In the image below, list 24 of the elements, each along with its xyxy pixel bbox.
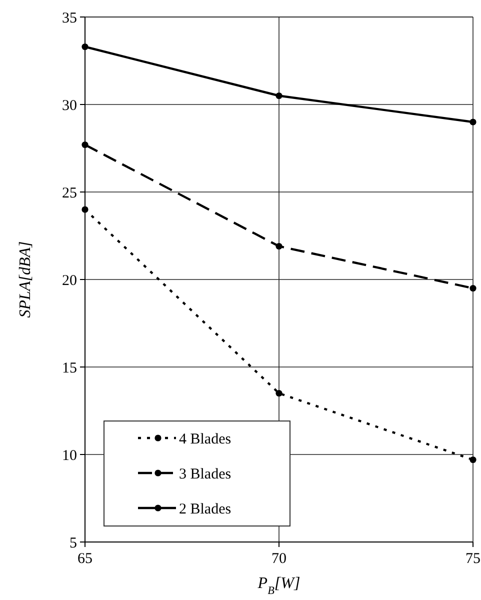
point (82, 43, 88, 50)
point (470, 456, 476, 464)
x-axis-title: P$_{B}$[W] (256, 575, 300, 597)
y-tick-label: 10 (62, 448, 77, 464)
y-tick-label: 35 (62, 10, 77, 26)
y-tick-label: 5 (70, 535, 77, 552)
point (82, 141, 88, 148)
point (276, 390, 282, 397)
y-tick-label: 25 (62, 185, 77, 202)
y-tick-label: 20 (62, 272, 77, 289)
legend-label: 4 Blades (179, 431, 232, 448)
y-axis-title: SPLA[dBA] (17, 241, 34, 318)
point (470, 284, 476, 292)
x-tick-label: 65 (78, 551, 92, 567)
y-tick-label: 15 (62, 360, 77, 376)
point (276, 242, 282, 250)
x-tick-label: 70 (272, 551, 286, 567)
x-tick-label: 75 (466, 551, 480, 567)
point (82, 206, 88, 213)
y-tick-label: 30 (62, 98, 77, 114)
legend-label: 2 Blades (179, 501, 232, 518)
point (276, 92, 282, 100)
point (470, 118, 476, 126)
legend-label: 3 Blades (179, 466, 232, 482)
